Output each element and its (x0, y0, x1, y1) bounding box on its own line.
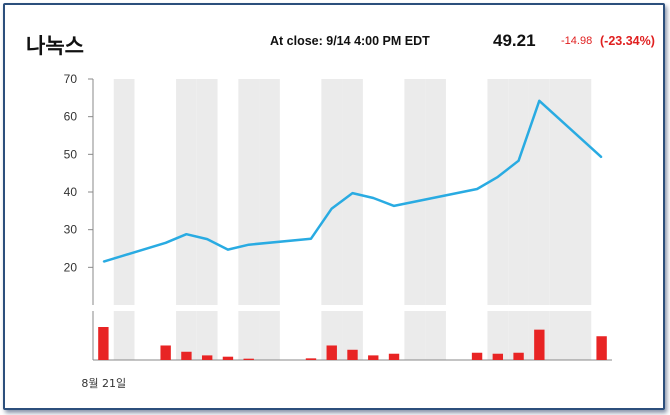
volume-day-band (570, 311, 592, 360)
y-tick-label: 20 (64, 260, 78, 274)
close-price: 49.21 (493, 31, 536, 50)
day-band (321, 79, 343, 305)
price-point (497, 176, 499, 178)
x-axis-ticks: 8월 21일 (81, 376, 126, 390)
y-tick-label: 70 (64, 72, 78, 86)
volume-bar (243, 358, 254, 360)
volume-bar (513, 352, 524, 360)
volume-day-band (113, 311, 135, 360)
price-point (331, 207, 333, 210)
volume-bar (347, 349, 358, 360)
day-band (508, 79, 529, 305)
volume-bar (98, 327, 109, 360)
day-band (570, 79, 592, 305)
price-point (538, 100, 540, 102)
x-tick-label: 8월 21일 (81, 376, 126, 390)
price-change: -14.98 (561, 35, 593, 47)
volume-day-band (342, 311, 363, 360)
volume-day-band (238, 311, 260, 360)
volume-bar (368, 355, 379, 360)
price-change-percent: (-23.34%) (600, 34, 655, 48)
volume-bar (181, 351, 192, 360)
day-band (425, 79, 446, 305)
volume-bar (160, 345, 171, 360)
volume-day-band (549, 311, 571, 360)
day-band (528, 79, 550, 305)
price-point (517, 160, 520, 162)
price-point (206, 238, 208, 240)
price-point (476, 188, 478, 190)
price-point (248, 244, 250, 246)
volume-day-band (508, 311, 529, 360)
price-point (393, 205, 395, 207)
volume-day-band (404, 311, 426, 360)
day-band (549, 79, 571, 305)
volume-bar (388, 353, 400, 360)
price-line-group (102, 99, 603, 263)
volume-bar (492, 353, 504, 360)
volume-bar (596, 336, 607, 360)
volume-day-band (259, 311, 280, 360)
day-bands (113, 79, 592, 360)
volume-bar (471, 352, 483, 360)
day-band (176, 79, 197, 305)
volume-bar (201, 355, 213, 360)
stock-title: 나녹스 (26, 34, 84, 58)
y-tick-label: 50 (64, 147, 78, 161)
day-band (196, 79, 218, 305)
price-point (165, 242, 167, 244)
volume-bar (222, 356, 234, 360)
volume-bar (326, 345, 337, 360)
volume-bars (98, 327, 607, 360)
y-tick-label: 40 (64, 185, 78, 199)
price-point (372, 197, 374, 199)
day-band (487, 79, 509, 305)
volume-day-band (487, 311, 509, 360)
volume-bar (305, 358, 317, 360)
day-band (259, 79, 280, 305)
price-point (601, 156, 603, 158)
y-axis-ticks: 20 30 40 50 60 70 (64, 72, 93, 274)
day-band (238, 79, 260, 305)
price-point (102, 261, 104, 263)
price-point (185, 233, 188, 235)
y-tick-label: 30 (64, 223, 78, 237)
price-series-line (103, 99, 603, 263)
volume-day-band (176, 311, 197, 360)
price-point (310, 238, 312, 240)
volume-day-band (196, 311, 218, 360)
volume-day-band (425, 311, 446, 360)
close-time-label: At close: 9/14 4:00 PM EDT (270, 34, 430, 48)
day-band (404, 79, 426, 305)
price-point (351, 192, 354, 194)
y-tick-label: 60 (64, 110, 78, 124)
volume-bar (534, 329, 545, 360)
day-band (113, 79, 135, 305)
price-point (227, 249, 229, 251)
